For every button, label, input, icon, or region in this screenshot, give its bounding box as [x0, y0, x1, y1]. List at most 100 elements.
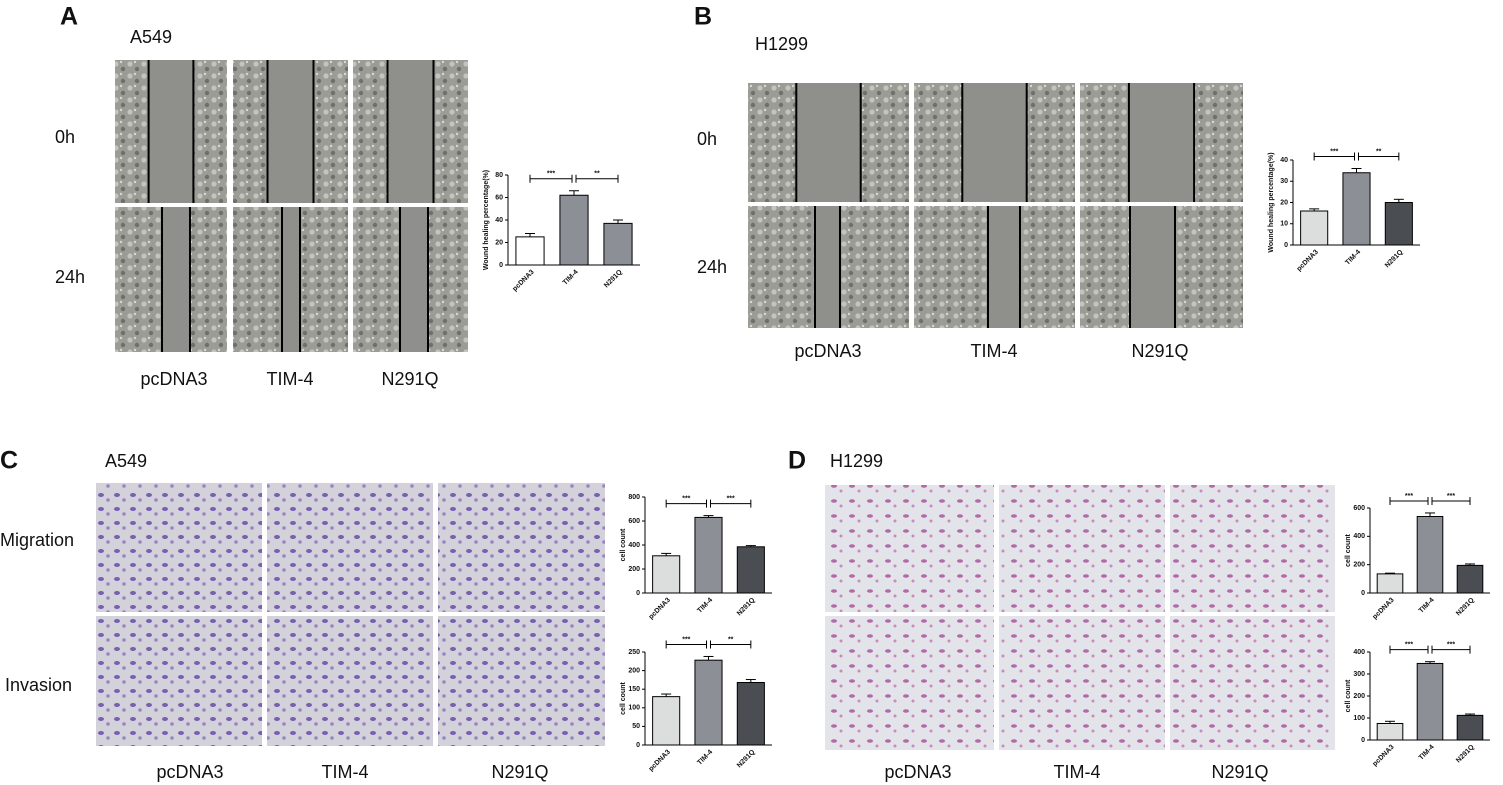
x-tick-label: pcDNA3	[1372, 744, 1396, 768]
y-tick-label: 400	[1353, 533, 1365, 540]
y-tick-label: 400	[1353, 649, 1365, 656]
column-label: pcDNA3	[794, 341, 861, 361]
wound-gap	[387, 60, 434, 203]
column-label: TIM-4	[971, 341, 1018, 361]
significance-label: ***	[1405, 493, 1413, 500]
wound-gap	[267, 60, 314, 203]
row-label: 24h	[697, 257, 727, 277]
wound-gap	[400, 207, 428, 352]
y-axis-label: Wound healing percentage(%)	[483, 170, 490, 270]
column-label: TIM-4	[1054, 762, 1101, 782]
y-tick-label: 40	[495, 217, 503, 224]
bar	[1456, 714, 1484, 741]
row-label: Migration	[0, 530, 74, 550]
y-tick-label: 200	[628, 667, 640, 674]
panel-letter: C	[0, 447, 18, 475]
x-tick-label: pcDNA3	[1296, 249, 1320, 273]
y-axis-label: cell count	[1345, 534, 1352, 567]
cell-line-label: A549	[105, 451, 147, 471]
wound-gap	[796, 83, 861, 202]
x-tick-label: pcDNA3	[1372, 597, 1396, 621]
column-label: N291Q	[491, 762, 548, 782]
significance-label: ***	[682, 636, 690, 643]
y-tick-label: 250	[628, 649, 640, 656]
x-tick-label: N291Q	[1455, 596, 1476, 617]
micrograph	[96, 483, 262, 612]
y-tick-label: 600	[628, 518, 640, 525]
y-tick-label: 200	[628, 566, 640, 573]
y-tick-label: 20	[1280, 199, 1288, 206]
wound-gap	[988, 206, 1020, 328]
y-tick-label: 0	[636, 590, 640, 597]
y-tick-label: 200	[1353, 562, 1365, 569]
x-tick-label: TIM-4	[1418, 597, 1436, 615]
panel-letter: B	[694, 3, 712, 31]
bar	[1384, 202, 1413, 246]
wound-gap	[1130, 206, 1175, 328]
panel-letter: A	[60, 3, 78, 31]
bar	[652, 696, 681, 746]
bar	[652, 555, 681, 594]
bar	[1416, 516, 1444, 594]
micrograph	[999, 616, 1165, 750]
significance-label: ***	[1330, 148, 1338, 155]
row-label: 0h	[55, 127, 75, 147]
bar	[1376, 723, 1404, 741]
bar	[515, 236, 545, 266]
micrograph	[825, 616, 994, 750]
significance-label: ***	[682, 495, 690, 502]
x-tick-label: N291Q	[1455, 743, 1476, 764]
column-label: pcDNA3	[140, 369, 207, 389]
micrograph	[825, 485, 994, 612]
y-tick-label: 600	[1353, 505, 1365, 512]
y-tick-label: 0	[1361, 590, 1365, 597]
bar	[603, 222, 633, 266]
x-tick-label: N291Q	[736, 748, 757, 769]
wound-gap	[148, 60, 194, 203]
y-tick-label: 150	[628, 686, 640, 693]
micrograph	[1170, 485, 1335, 612]
cell-line-label: H1299	[830, 451, 883, 471]
significance-label: ***	[1447, 642, 1455, 649]
y-tick-label: 0	[1284, 242, 1288, 249]
wound-gap	[282, 207, 300, 352]
x-tick-label: pcDNA3	[648, 749, 672, 773]
y-tick-label: 100	[1353, 715, 1365, 722]
significance-label: ***	[1447, 493, 1455, 500]
row-label: 0h	[697, 129, 717, 149]
micrograph	[1170, 616, 1335, 750]
bar	[1342, 172, 1371, 246]
y-tick-label: 50	[632, 723, 640, 730]
x-tick-label: N291Q	[603, 268, 624, 289]
significance-label: ***	[547, 171, 555, 178]
x-tick-label: TIM-4	[696, 749, 714, 767]
micrograph	[267, 616, 433, 746]
significance-label: **	[594, 171, 600, 178]
wound-gap	[162, 207, 190, 352]
bar	[694, 516, 723, 594]
y-tick-label: 60	[495, 194, 503, 201]
y-tick-label: 20	[495, 239, 503, 246]
significance-label: **	[1376, 148, 1382, 155]
bar	[736, 546, 765, 594]
y-tick-label: 200	[1353, 693, 1365, 700]
bar	[1300, 210, 1329, 246]
row-label: 24h	[55, 267, 85, 287]
x-tick-label: TIM-4	[1418, 744, 1436, 762]
y-tick-label: 800	[628, 494, 640, 501]
bar	[1416, 662, 1444, 741]
column-label: pcDNA3	[884, 762, 951, 782]
column-label: pcDNA3	[156, 762, 223, 782]
cell-line-label: A549	[130, 27, 172, 47]
y-tick-label: 0	[636, 742, 640, 749]
row-label: Invasion	[5, 675, 72, 695]
panel-letter: D	[788, 447, 806, 475]
column-label: N291Q	[381, 369, 438, 389]
significance-label: **	[728, 636, 734, 643]
wound-gap	[1128, 83, 1195, 202]
column-label: TIM-4	[267, 369, 314, 389]
y-axis-label: Wound healing percentage(%)	[1268, 152, 1275, 252]
x-tick-label: pcDNA3	[512, 269, 536, 293]
micrograph	[267, 483, 433, 612]
y-tick-label: 100	[628, 705, 640, 712]
